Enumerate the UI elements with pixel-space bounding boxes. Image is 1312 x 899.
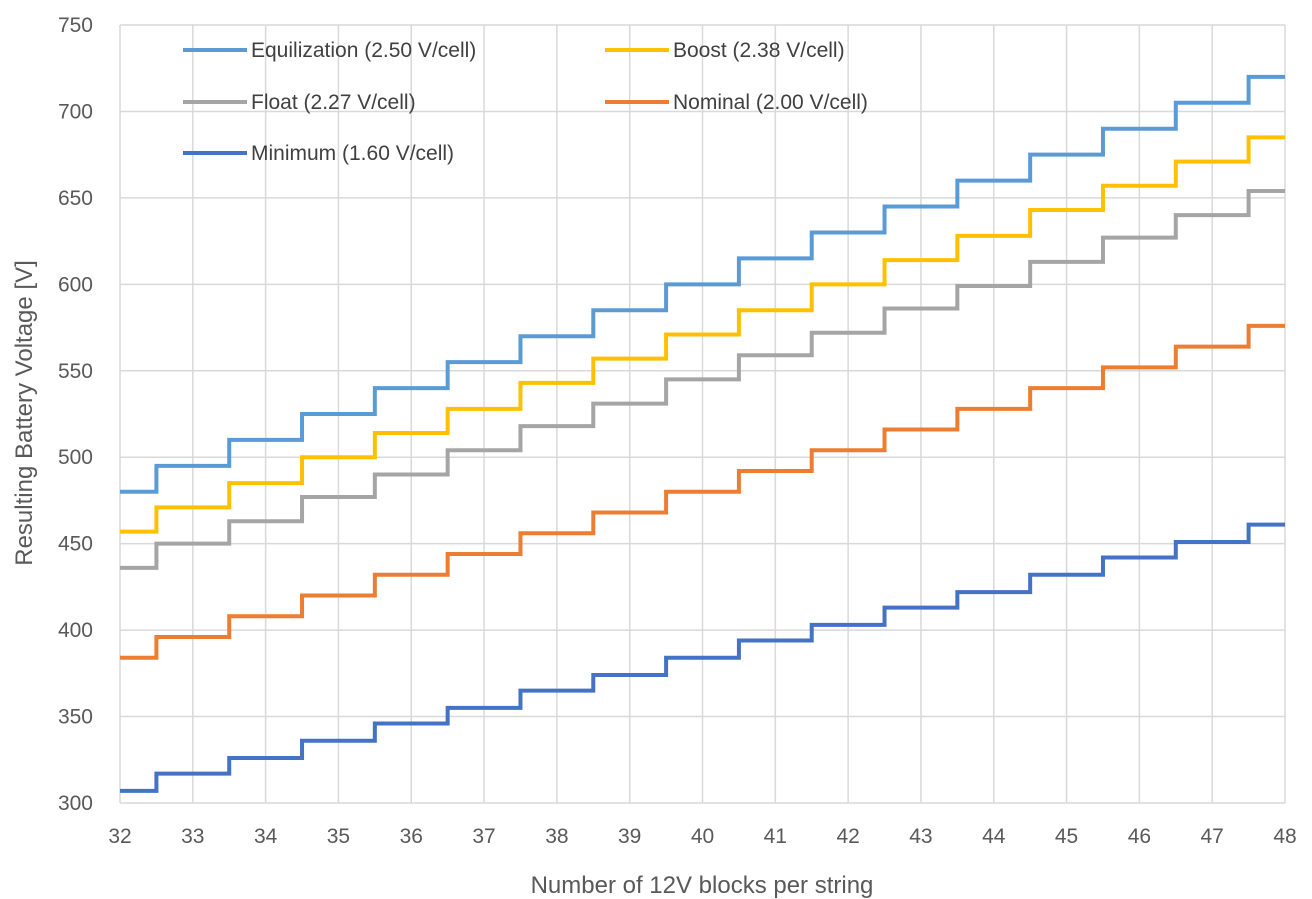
x-tick-label: 45: [1055, 825, 1078, 848]
x-tick-label: 47: [1201, 825, 1224, 848]
series-line-1: [120, 135, 1285, 534]
y-tick-label: 450: [58, 533, 93, 556]
y-axis-title: Resulting Battery Voltage [V]: [11, 260, 38, 566]
y-tick-label: 400: [58, 619, 93, 642]
y-tick-label: 500: [58, 446, 93, 469]
y-tick-label: 650: [58, 187, 93, 210]
x-tick-label: 48: [1273, 825, 1296, 848]
y-tick-label: 600: [58, 273, 93, 296]
x-tick-label: 36: [400, 825, 423, 848]
x-tick-label: 43: [909, 825, 932, 848]
legend-label: Equilization (2.50 V/cell): [251, 39, 476, 62]
x-tick-label: 33: [181, 825, 204, 848]
x-tick-label: 39: [618, 825, 641, 848]
x-tick-label: 41: [764, 825, 787, 848]
x-tick-label: 32: [108, 825, 131, 848]
series-line-0: [120, 74, 1285, 494]
x-tick-label: 37: [472, 825, 495, 848]
x-tick-label: 40: [691, 825, 714, 848]
series-lines: [120, 74, 1285, 793]
y-tick-label: 300: [58, 792, 93, 815]
x-axis-ticks: 32 33 34 35 36 37 38 39 40 41 42 43 44 45 46 47 48: [108, 825, 1296, 848]
legend-label: Boost (2.38 V/cell): [673, 39, 845, 62]
x-tick-label: 42: [836, 825, 859, 848]
series-line-3: [120, 323, 1285, 660]
y-tick-label: 750: [58, 14, 93, 37]
legend-label: Minimum (1.60 V/cell): [251, 142, 454, 165]
y-tick-label: 700: [58, 100, 93, 123]
x-tick-label: 44: [982, 825, 1006, 848]
legend-label: Nominal (2.00 V/cell): [673, 91, 868, 114]
y-tick-label: 550: [58, 360, 93, 383]
x-tick-label: 34: [254, 825, 278, 848]
x-axis-title: Number of 12V blocks per string: [531, 872, 874, 899]
x-tick-label: 38: [545, 825, 568, 848]
x-tick-label: 46: [1128, 825, 1151, 848]
legend: Equilization (2.50 V/cell) Boost (2.38 V/…: [183, 39, 868, 165]
y-tick-label: 350: [58, 706, 93, 729]
series-line-2: [120, 188, 1285, 570]
y-axis-ticks: 300 350 400 450 500 550 600 650 700 750: [58, 14, 93, 815]
x-tick-label: 35: [327, 825, 350, 848]
series-line-4: [120, 522, 1285, 793]
legend-label: Float (2.27 V/cell): [251, 91, 416, 114]
